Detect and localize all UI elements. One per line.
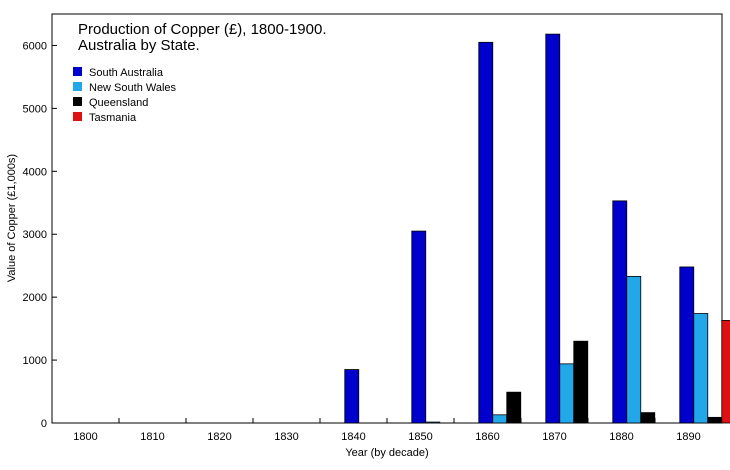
bar-south-australia [545, 33, 561, 424]
y-axis: 0 1000 2000 3000 4000 5000 6000 [23, 40, 57, 430]
bar-south-australia [411, 230, 427, 424]
x-tick-label: 1850 [408, 431, 432, 443]
bar-new-south-wales [626, 275, 642, 424]
x-tick-label: 1830 [274, 431, 298, 443]
bar-queensland [506, 391, 522, 424]
x-tick-label: 1890 [676, 431, 700, 443]
chart-subtitle: Australia by State. [78, 37, 200, 54]
x-tick-label: 1810 [140, 431, 164, 443]
y-tick-label: 4000 [23, 166, 47, 178]
x-axis: 1800 1810 1820 1830 1840 1850 1860 1870 1880 1890 [73, 418, 701, 443]
bar-queensland [573, 340, 589, 424]
x-tick-label: 1820 [207, 431, 231, 443]
y-tick-label: 3000 [23, 229, 47, 241]
legend-swatch [73, 97, 82, 106]
legend-label: Tasmania [89, 112, 137, 124]
y-tick-label: 6000 [23, 40, 47, 52]
bar-tasmania [721, 320, 730, 424]
legend-swatch [73, 82, 82, 91]
bar-queensland [707, 416, 723, 424]
bar-south-australia [478, 41, 494, 424]
x-tick-label: 1800 [73, 431, 97, 443]
legend-swatch [73, 67, 82, 76]
legend-swatch [73, 112, 82, 121]
bar-south-australia [679, 266, 695, 424]
y-tick-label: 1000 [23, 355, 47, 367]
bar-south-australia [344, 369, 360, 424]
x-axis-label: Year (by decade) [345, 447, 428, 459]
x-tick-label: 1840 [341, 431, 365, 443]
bar-queensland [640, 412, 656, 424]
bar-new-south-wales [492, 414, 508, 424]
legend-label: South Australia [89, 67, 164, 79]
bar-new-south-wales [425, 421, 441, 424]
y-tick-label: 2000 [23, 292, 47, 304]
x-tick-label: 1870 [542, 431, 566, 443]
legend-label: New South Wales [89, 82, 177, 94]
bar-new-south-wales [693, 313, 709, 424]
legend-label: Queensland [89, 97, 148, 109]
x-tick-label: 1880 [609, 431, 633, 443]
y-axis-label: Value of Copper (£1,000s) [6, 154, 18, 282]
y-tick-label: 0 [41, 418, 47, 430]
y-tick-label: 5000 [23, 103, 47, 115]
x-tick-label: 1860 [475, 431, 499, 443]
bars-group [344, 33, 730, 424]
legend: South Australia New South Wales Queensland… [73, 67, 177, 124]
chart-title: Production of Copper (£), 1800-1900. [78, 21, 327, 38]
bar-south-australia [612, 200, 628, 424]
bar-new-south-wales [559, 363, 575, 424]
